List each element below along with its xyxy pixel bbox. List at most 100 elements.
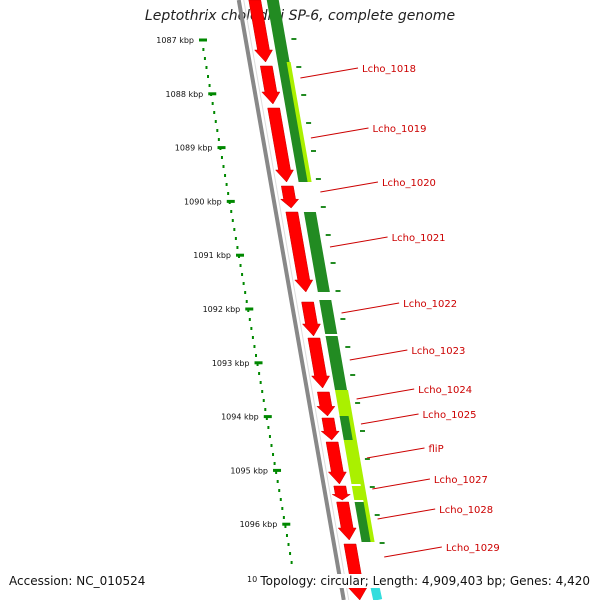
tick-mark — [263, 415, 272, 419]
topology-text: Topology: circular; Length: 4,909,403 bp… — [258, 574, 590, 588]
tick-dot — [290, 561, 293, 564]
tick-dot — [224, 174, 227, 177]
tick-dot — [281, 507, 284, 510]
tick-dot — [231, 219, 234, 222]
tick-dot — [211, 102, 214, 105]
cds-arrow — [320, 417, 340, 441]
tick-dot — [284, 525, 287, 528]
cds-arrow — [336, 501, 357, 541]
leader-line — [349, 349, 408, 361]
leader-line — [377, 508, 436, 520]
tick-mark — [282, 522, 291, 526]
tick-dot — [285, 534, 288, 537]
feature-tick — [301, 94, 307, 96]
tick-label: 1096 kbp — [240, 520, 278, 529]
tick-mark — [245, 307, 254, 311]
feature-block — [319, 300, 338, 334]
tick-dot — [203, 57, 206, 60]
feature-tick — [360, 430, 365, 432]
feature-tick — [325, 234, 331, 236]
tick-dot — [234, 237, 237, 240]
tick-mark — [199, 38, 207, 42]
feature-accent — [286, 62, 312, 182]
feature-block — [266, 0, 290, 62]
tick-dot — [276, 480, 279, 483]
cds-arrow — [325, 441, 347, 485]
tick-dot — [207, 75, 210, 78]
tick-dot — [250, 327, 253, 330]
leader-line — [341, 302, 400, 314]
gene-label: Lcho_1023 — [411, 346, 465, 357]
backbone-line-outer — [236, 0, 346, 600]
leader-line — [372, 478, 431, 490]
tick-label: 1091 kbp — [193, 251, 231, 260]
gene-label: Lcho_1025 — [423, 410, 477, 421]
tick-label: 1093 kbp — [212, 359, 250, 368]
cds-arrow — [267, 107, 294, 183]
cds-arrow — [316, 391, 336, 417]
tick-label: 1092 kbp — [203, 305, 241, 314]
gene-label: Lcho_1020 — [382, 178, 436, 189]
gene-labels: Lcho_1018 Lcho_1019 Lcho_1020 Lcho_1021 Lcho… — [300, 64, 500, 558]
tick-dot — [227, 192, 230, 195]
gene-label: Lcho_1028 — [439, 505, 493, 516]
feature-track — [266, 0, 385, 544]
leader-line — [360, 413, 419, 425]
tick-dot — [202, 48, 205, 51]
tick-dot — [220, 156, 223, 159]
feature-tick — [374, 514, 380, 516]
tick-dot — [289, 552, 292, 555]
backbone-line-inner — [243, 0, 350, 600]
cds-arrow — [248, 0, 273, 63]
tick-dot — [241, 273, 244, 276]
tick-dot — [230, 210, 233, 213]
feature-accent — [344, 390, 375, 542]
tick-dot — [239, 264, 242, 267]
tick-dot — [262, 399, 265, 402]
leader-line — [320, 181, 379, 193]
tick-mark — [236, 253, 245, 257]
gene-label: Lcho_1029 — [446, 543, 500, 554]
tick-dot — [282, 516, 285, 519]
leader-line — [310, 127, 369, 139]
cds-arrow — [307, 337, 330, 389]
tick-dot — [244, 291, 247, 294]
feature-tick — [315, 178, 321, 180]
tick-label: 1087 kbp — [156, 36, 194, 45]
tick-dot — [233, 228, 236, 231]
tick-label-truncated: 10 — [247, 575, 257, 584]
cds-arrow — [301, 301, 321, 337]
tick-label: 1094 kbp — [221, 413, 259, 422]
tick-dot — [217, 138, 220, 141]
tick-dot — [253, 345, 256, 348]
cds-track — [248, 0, 368, 600]
kbp-ticks: 1087 kbp 1088 kbp 1089 kbp 1090 kbp 1091 kbp… — [156, 36, 291, 584]
feature-block — [303, 212, 330, 292]
tick-dot — [213, 111, 216, 114]
tick-dot — [278, 489, 281, 492]
tick-dot — [273, 462, 276, 465]
tick-mark — [217, 146, 226, 150]
tick-dot — [222, 165, 225, 168]
feature-tick — [355, 402, 361, 404]
feature-tick — [364, 458, 370, 460]
tick-dot — [264, 408, 267, 411]
feature-tick — [345, 346, 351, 348]
accession-text: Accession: NC_010524 — [9, 574, 146, 588]
tick-label: 1095 kbp — [230, 466, 268, 475]
tick-dot — [270, 444, 273, 447]
leader-line — [356, 388, 415, 400]
gene-label: Lcho_1022 — [403, 299, 457, 310]
feature-tick — [311, 150, 316, 152]
feature-tick — [291, 38, 297, 40]
tick-mark — [226, 199, 235, 203]
leader-line — [384, 546, 442, 558]
tick-dot — [256, 363, 259, 366]
cds-arrow — [285, 211, 314, 293]
tick-dot — [268, 435, 271, 438]
leader-line — [300, 67, 359, 79]
map-title: Leptothrix cholodnii SP-6, complete geno… — [144, 8, 456, 24]
feature-block — [325, 336, 347, 390]
feature-tick — [330, 262, 336, 264]
